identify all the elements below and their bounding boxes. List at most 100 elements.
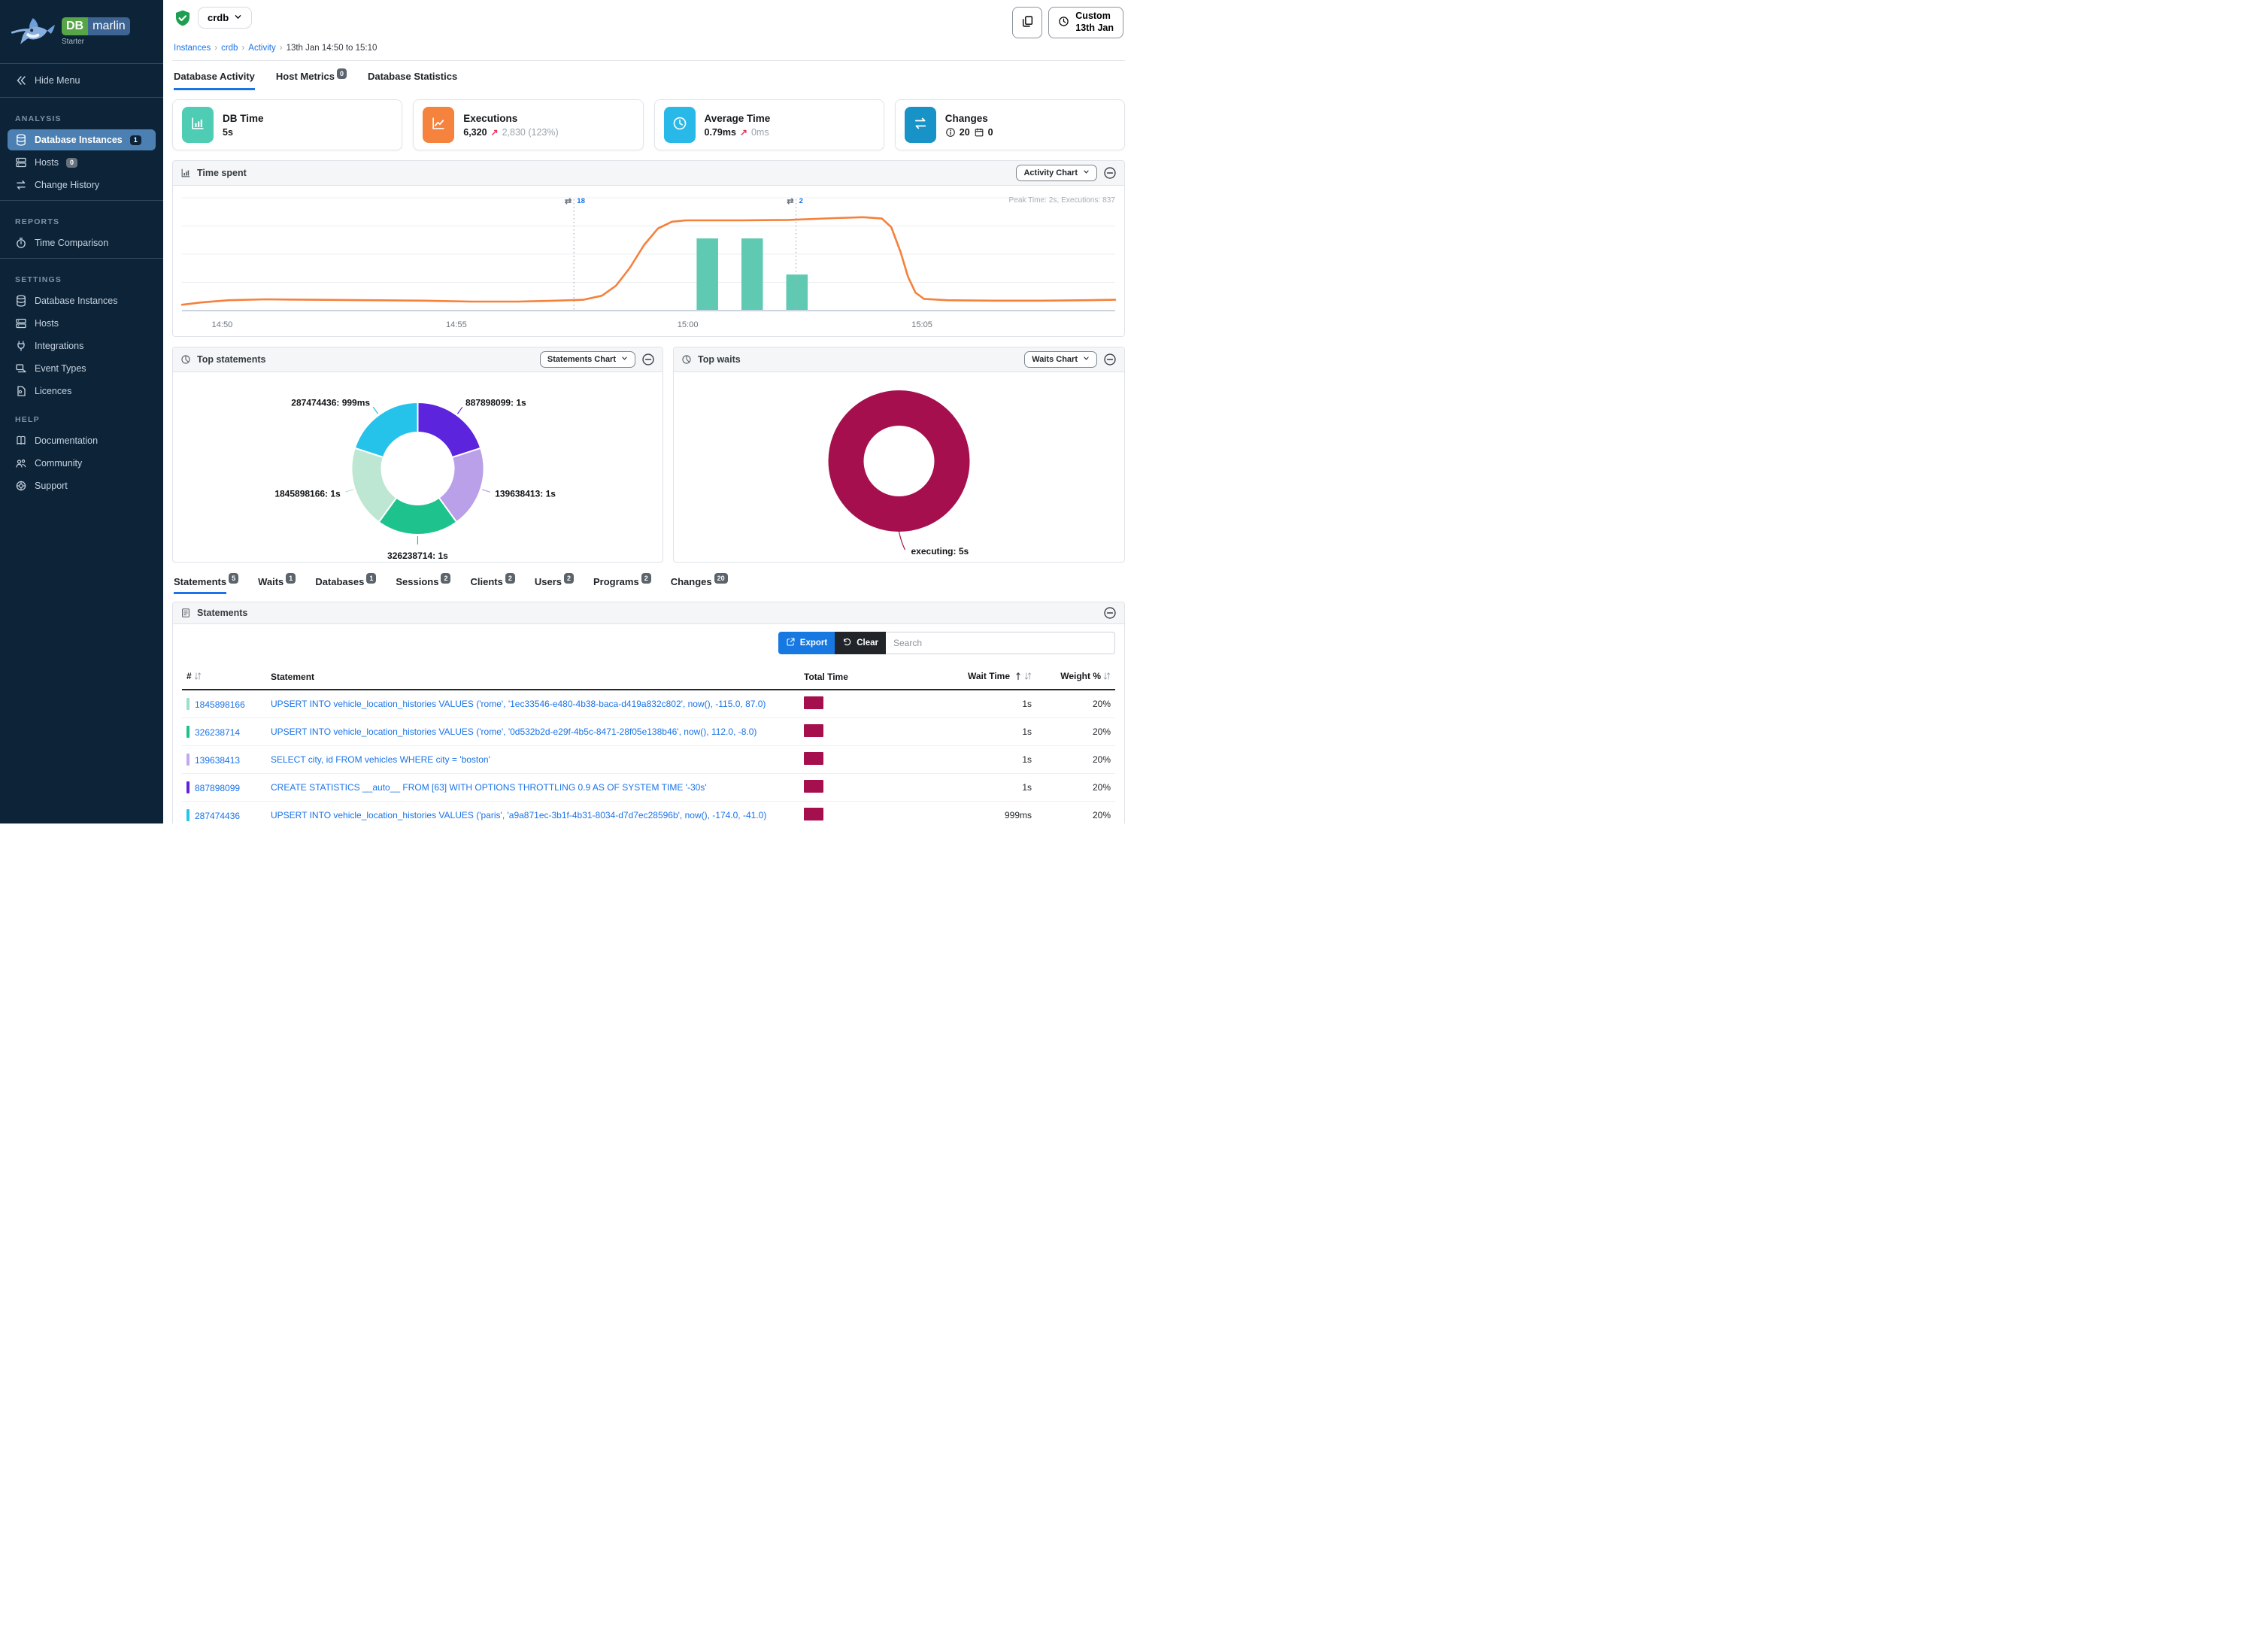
sidebar-item-community[interactable]: Community xyxy=(8,453,156,474)
sidebar-item-time-comparison[interactable]: Time Comparison xyxy=(8,232,156,253)
svg-text:Peak Time: 2s, Executions: 837: Peak Time: 2s, Executions: 837 xyxy=(1008,196,1115,205)
export-button[interactable]: Export xyxy=(778,631,835,654)
tab-statements[interactable]: Statements 5 xyxy=(174,573,239,594)
tab-host-metrics[interactable]: Host Metrics 0 xyxy=(276,68,347,90)
search-input[interactable] xyxy=(886,631,1115,654)
sidebar-item-documentation[interactable]: Documentation xyxy=(8,430,156,451)
clear-button[interactable]: Clear xyxy=(835,631,886,654)
sidebar-item-event-types[interactable]: Event Types xyxy=(8,358,156,379)
tab-label: Users xyxy=(534,575,562,587)
column-header-weight-[interactable]: Weight % xyxy=(1036,664,1115,690)
statement-color-bar xyxy=(186,781,190,793)
pie-chart-icon xyxy=(681,354,692,365)
svg-text:⇄: ⇄ xyxy=(565,197,572,206)
svg-text:887898099: 1s: 887898099: 1s xyxy=(465,398,526,408)
tab-database-activity[interactable]: Database Activity xyxy=(174,71,255,90)
time-range-button[interactable]: Custom 13th Jan xyxy=(1048,7,1123,38)
statement-id-link[interactable]: 139638413 xyxy=(195,754,241,766)
hide-menu-button[interactable]: Hide Menu xyxy=(8,70,156,91)
health-shield-icon xyxy=(174,9,192,27)
sidebar-item-database-instances[interactable]: Database Instances 1 xyxy=(8,129,156,150)
logo-marlin: marlin xyxy=(88,17,130,35)
svg-text:executing: 5s: executing: 5s xyxy=(911,546,969,557)
kpi-executions-delta: 2,830 (123%) xyxy=(502,126,559,138)
tab-users[interactable]: Users 2 xyxy=(534,573,574,593)
statements-chart-select-label: Statements Chart xyxy=(547,355,616,365)
book-icon xyxy=(15,435,27,447)
main-content: crdb Custom 13th Jan Instances › crdb › Acti… xyxy=(163,0,1134,824)
column-header-wait-time[interactable]: Wait Time xyxy=(912,664,1036,690)
logo-edition: Starter xyxy=(62,38,85,46)
statement-color-bar xyxy=(186,808,190,821)
statement-color-bar xyxy=(186,697,190,710)
sidebar-item-support[interactable]: Support xyxy=(8,475,156,496)
total-time-bar xyxy=(804,723,823,737)
tab-label: Changes xyxy=(670,575,712,587)
column-header--[interactable]: # xyxy=(182,664,266,690)
top-statements-donut-chart[interactable]: 887898099: 1s 139638413: 1s 326238714: 1s 1… xyxy=(176,377,659,560)
tab-label: Database Statistics xyxy=(367,71,458,82)
kpi-executions-iconbox xyxy=(423,107,455,144)
statements-chart-select[interactable]: Statements Chart xyxy=(539,351,635,369)
tab-databases[interactable]: Databases 1 xyxy=(315,573,377,593)
activity-chart-select[interactable]: Activity Chart xyxy=(1016,165,1097,182)
sidebar-item-licences[interactable]: Licences xyxy=(8,381,156,402)
tab-clients[interactable]: Clients 2 xyxy=(470,573,515,593)
statement-id-link[interactable]: 1845898166 xyxy=(195,699,245,710)
kpi-changes: Changes 20 0 xyxy=(894,99,1125,151)
collapse-top-waits-button[interactable] xyxy=(1103,353,1117,366)
sort-up-icon xyxy=(1014,672,1022,683)
sidebar-item-hosts[interactable]: Hosts xyxy=(8,313,156,334)
total-time-bar xyxy=(804,696,823,709)
collapse-statements-button[interactable] xyxy=(1103,606,1117,620)
tab-database-statistics[interactable]: Database Statistics xyxy=(368,71,457,90)
statement-link[interactable]: UPSERT INTO vehicle_location_histories V… xyxy=(271,809,767,820)
clear-label: Clear xyxy=(857,638,878,648)
tab-waits[interactable]: Waits 1 xyxy=(258,573,296,593)
statement-id-link[interactable]: 887898099 xyxy=(195,782,241,793)
time-range-line2: 13th Jan xyxy=(1075,23,1114,33)
logo-db: DB xyxy=(62,17,89,35)
total-time-bar xyxy=(804,751,823,765)
time-spent-chart[interactable]: ⇄ 18 ⇄ 2 Peak Time: 2s, Executions: 837 14:50… xyxy=(177,192,1120,335)
statement-link[interactable]: CREATE STATISTICS __auto__ FROM [63] WIT… xyxy=(271,781,707,793)
statement-link[interactable]: SELECT city, id FROM vehicles WHERE city… xyxy=(271,754,490,765)
sidebar-item-label: Database Instances xyxy=(35,135,123,145)
statement-link[interactable]: UPSERT INTO vehicle_location_histories V… xyxy=(271,726,757,737)
waits-chart-select[interactable]: Waits Chart xyxy=(1024,351,1097,369)
statement-id-link[interactable]: 326238714 xyxy=(195,726,241,738)
statement-link[interactable]: UPSERT INTO vehicle_location_histories V… xyxy=(271,698,766,709)
tab-programs[interactable]: Programs 2 xyxy=(593,573,651,593)
app-root: DB marlin Starter Hide Menu ANALYSIS Data… xyxy=(0,0,1134,824)
breadcrumb-instances[interactable]: Instances xyxy=(174,44,211,53)
breadcrumb-crdb[interactable]: crdb xyxy=(221,44,238,53)
collapse-top-statements-button[interactable] xyxy=(641,353,655,366)
tab-sessions[interactable]: Sessions 2 xyxy=(396,573,451,593)
brand-logo[interactable]: DB marlin Starter xyxy=(0,0,163,59)
tab-changes[interactable]: Changes 20 xyxy=(670,573,728,593)
table-row: 139638413 SELECT city, id FROM vehicles W… xyxy=(182,745,1115,774)
server-icon xyxy=(15,156,27,168)
breadcrumb-activity[interactable]: Activity xyxy=(248,44,276,53)
table-row: 287474436 UPSERT INTO vehicle_location_hi… xyxy=(182,801,1115,824)
weight-value: 20% xyxy=(1036,801,1115,824)
logo-wordmark: DB marlin xyxy=(62,17,130,35)
instance-dropdown[interactable]: crdb xyxy=(198,7,253,29)
count-badge: 0 xyxy=(65,157,77,168)
sidebar-item-hosts[interactable]: Hosts 0 xyxy=(8,152,156,173)
svg-text:14:55: 14:55 xyxy=(446,320,467,329)
swap-icon xyxy=(15,179,27,191)
statements-panel-title: Statements xyxy=(197,607,248,618)
count-badge: 20 xyxy=(714,573,728,584)
event-icon xyxy=(15,362,27,375)
sidebar-item-change-history[interactable]: Change History xyxy=(8,174,156,196)
top-waits-donut-chart[interactable]: executing: 5s xyxy=(677,377,1121,560)
collapse-time-spent-button[interactable] xyxy=(1103,166,1117,180)
caret-down-icon xyxy=(1083,355,1090,364)
sidebar-item-integrations[interactable]: Integrations xyxy=(8,335,156,356)
sidebar-item-database-instances[interactable]: Database Instances xyxy=(8,290,156,311)
copy-link-button[interactable] xyxy=(1012,7,1043,38)
top-waits-panel: Top waits Waits Chart executing: 5s xyxy=(673,347,1125,563)
sidebar-item-label: Documentation xyxy=(35,435,99,446)
statement-id-link[interactable]: 287474436 xyxy=(195,810,241,821)
